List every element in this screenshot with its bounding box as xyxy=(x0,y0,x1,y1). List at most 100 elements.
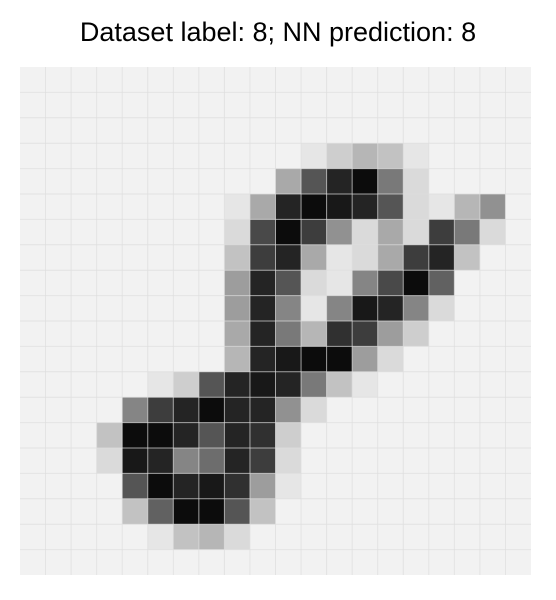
heatmap-cell xyxy=(505,448,531,474)
heatmap-cell xyxy=(96,422,123,449)
heatmap-cell xyxy=(45,549,72,575)
heatmap-cell xyxy=(454,549,481,575)
heatmap-cell xyxy=(505,473,531,500)
heatmap-cell xyxy=(301,295,327,322)
heatmap-cell xyxy=(173,448,200,474)
heatmap-cell xyxy=(45,168,72,195)
heatmap-cell xyxy=(377,371,404,398)
heatmap-cell xyxy=(71,448,97,474)
heatmap-cell xyxy=(71,244,97,271)
heatmap-cell xyxy=(224,422,251,449)
heatmap-cell xyxy=(122,346,149,373)
heatmap-cell xyxy=(479,397,506,423)
heatmap-cell xyxy=(122,321,149,347)
heatmap-cell xyxy=(173,143,200,169)
heatmap-cell xyxy=(224,473,251,500)
heatmap-cell xyxy=(428,397,455,423)
heatmap-cell xyxy=(479,346,506,373)
heatmap-cell xyxy=(71,498,97,525)
heatmap-cell xyxy=(454,448,481,474)
heatmap-cell xyxy=(198,524,225,550)
heatmap-cell xyxy=(403,143,430,169)
heatmap-cell xyxy=(326,473,353,500)
heatmap-cell xyxy=(96,117,123,144)
heatmap-cell xyxy=(505,346,531,373)
heatmap-cell xyxy=(454,397,481,423)
heatmap-cell xyxy=(147,422,174,449)
heatmap-cell xyxy=(403,219,430,246)
heatmap-cell xyxy=(20,168,46,195)
heatmap-cell xyxy=(479,168,506,195)
heatmap-cell xyxy=(224,371,251,398)
heatmap-cell xyxy=(326,397,353,423)
heatmap-cell xyxy=(326,143,353,169)
heatmap-cell xyxy=(20,422,46,449)
heatmap-cell xyxy=(403,117,430,144)
heatmap-cell xyxy=(275,92,302,119)
heatmap-cell xyxy=(403,371,430,398)
heatmap-cell xyxy=(224,168,251,195)
heatmap-cell xyxy=(479,219,506,246)
heatmap-cell xyxy=(45,194,72,220)
heatmap-cell xyxy=(454,92,481,119)
heatmap-cell xyxy=(301,448,327,474)
heatmap-cell xyxy=(301,397,327,423)
heatmap-cell xyxy=(96,92,123,119)
heatmap-cell xyxy=(96,498,123,525)
heatmap-cell xyxy=(96,549,123,575)
heatmap-cell xyxy=(403,524,430,550)
heatmap-cell xyxy=(428,422,455,449)
heatmap-cell xyxy=(505,295,531,322)
heatmap-cell xyxy=(403,295,430,322)
heatmap-cell xyxy=(301,422,327,449)
heatmap-cell xyxy=(20,270,46,296)
heatmap-cell xyxy=(454,143,481,169)
heatmap-cell xyxy=(198,346,225,373)
heatmap-cell xyxy=(173,524,200,550)
heatmap-cell xyxy=(505,422,531,449)
heatmap-cell xyxy=(454,321,481,347)
heatmap-cell xyxy=(454,168,481,195)
heatmap-cell xyxy=(352,194,378,220)
heatmap-cell xyxy=(249,371,276,398)
heatmap-cell xyxy=(377,498,404,525)
heatmap-cell xyxy=(301,498,327,525)
heatmap-cell xyxy=(249,448,276,474)
heatmap-cell xyxy=(249,422,276,449)
heatmap-cell xyxy=(198,219,225,246)
heatmap-cell xyxy=(479,117,506,144)
heatmap-cell xyxy=(454,498,481,525)
heatmap-cell xyxy=(198,67,225,93)
chart-title: Dataset label: 8; NN prediction: 8 xyxy=(79,17,477,47)
heatmap-cell xyxy=(479,524,506,550)
heatmap-cell xyxy=(198,168,225,195)
heatmap-cell xyxy=(147,67,174,93)
heatmap-cell xyxy=(45,524,72,550)
heatmap-cell xyxy=(147,92,174,119)
heatmap-cell xyxy=(147,371,174,398)
heatmap-cell xyxy=(275,270,302,296)
heatmap-cell xyxy=(96,67,123,93)
heatmap-cell xyxy=(224,219,251,246)
heatmap-cell xyxy=(326,270,353,296)
heatmap-cell xyxy=(301,473,327,500)
heatmap-cell xyxy=(45,498,72,525)
heatmap-cell xyxy=(326,168,353,195)
heatmap-cell xyxy=(71,524,97,550)
heatmap-cell xyxy=(352,168,378,195)
heatmap-cell xyxy=(224,498,251,525)
heatmap-cell xyxy=(198,270,225,296)
heatmap-cell xyxy=(301,549,327,575)
heatmap-cell xyxy=(173,498,200,525)
heatmap-cell xyxy=(249,92,276,119)
heatmap-cell xyxy=(198,498,225,525)
heatmap-cell xyxy=(301,270,327,296)
heatmap-cell xyxy=(326,295,353,322)
heatmap-cell xyxy=(249,194,276,220)
heatmap-cell xyxy=(479,321,506,347)
heatmap-cell xyxy=(428,524,455,550)
heatmap-cell xyxy=(352,244,378,271)
heatmap-cell xyxy=(71,117,97,144)
heatmap-cell xyxy=(173,422,200,449)
heatmap-cell xyxy=(249,549,276,575)
